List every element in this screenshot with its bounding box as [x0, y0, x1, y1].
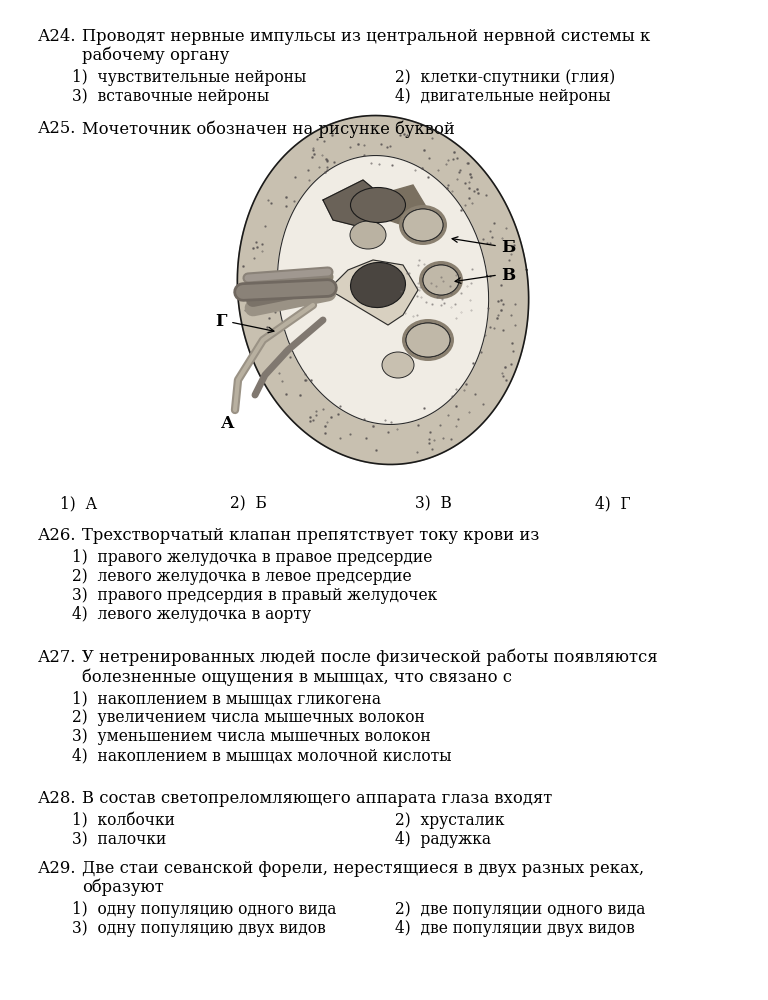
- Text: 3)  В: 3) В: [415, 495, 452, 512]
- Text: А26.: А26.: [38, 527, 77, 544]
- Text: рабочему органу: рабочему органу: [82, 47, 230, 64]
- Ellipse shape: [402, 319, 454, 361]
- Text: 2)  левого желудочка в левое предсердие: 2) левого желудочка в левое предсердие: [72, 568, 412, 585]
- Text: А28.: А28.: [38, 790, 77, 807]
- Text: Две стаи севанской форели, нерестящиеся в двух разных реках,: Две стаи севанской форели, нерестящиеся …: [82, 860, 644, 877]
- Text: 4)  радужка: 4) радужка: [395, 831, 491, 848]
- Ellipse shape: [403, 209, 443, 241]
- Text: 1)  накоплением в мышцах гликогена: 1) накоплением в мышцах гликогена: [72, 690, 381, 707]
- Text: Г: Г: [216, 314, 227, 330]
- Ellipse shape: [406, 323, 450, 357]
- Ellipse shape: [423, 265, 459, 295]
- Text: Мочеточник обозначен на рисунке буквой: Мочеточник обозначен на рисунке буквой: [82, 120, 455, 137]
- Ellipse shape: [423, 265, 459, 295]
- Text: образуют: образуют: [82, 879, 164, 896]
- Text: 1)  чувствительные нейроны: 1) чувствительные нейроны: [72, 69, 306, 86]
- Ellipse shape: [403, 209, 443, 241]
- Text: А27.: А27.: [38, 649, 76, 666]
- Ellipse shape: [382, 352, 414, 378]
- Text: Трехстворчатый клапан препятствует току крови из: Трехстворчатый клапан препятствует току …: [82, 527, 539, 544]
- Ellipse shape: [406, 323, 450, 357]
- Polygon shape: [277, 156, 488, 424]
- Text: 3)  палочки: 3) палочки: [72, 831, 167, 848]
- Text: 2)  увеличением числа мышечных волокон: 2) увеличением числа мышечных волокон: [72, 709, 425, 726]
- Text: болезненные ощущения в мышцах, что связано с: болезненные ощущения в мышцах, что связа…: [82, 668, 512, 686]
- Ellipse shape: [399, 205, 447, 245]
- Text: 2)  Б: 2) Б: [230, 495, 266, 512]
- Text: 4)  Г: 4) Г: [595, 495, 631, 512]
- Text: А24.: А24.: [38, 28, 77, 45]
- Text: 3)  одну популяцию двух видов: 3) одну популяцию двух видов: [72, 920, 326, 937]
- Polygon shape: [237, 116, 528, 464]
- Text: 1)  А: 1) А: [60, 495, 98, 512]
- Text: 4)  двигательные нейроны: 4) двигательные нейроны: [395, 88, 611, 105]
- Text: 3)  уменьшением числа мышечных волокон: 3) уменьшением числа мышечных волокон: [72, 728, 431, 745]
- Text: 1)  колбочки: 1) колбочки: [72, 812, 175, 829]
- Polygon shape: [373, 185, 428, 225]
- Text: 1)  правого желудочка в правое предсердие: 1) правого желудочка в правое предсердие: [72, 549, 432, 566]
- Text: А25.: А25.: [38, 120, 76, 137]
- Ellipse shape: [350, 262, 406, 308]
- Polygon shape: [328, 260, 418, 325]
- Text: 4)  левого желудочка в аорту: 4) левого желудочка в аорту: [72, 606, 311, 623]
- Text: 1)  одну популяцию одного вида: 1) одну популяцию одного вида: [72, 901, 336, 918]
- Text: 4)  накоплением в мышцах молочной кислоты: 4) накоплением в мышцах молочной кислоты: [72, 747, 452, 764]
- Ellipse shape: [350, 188, 406, 223]
- Text: А: А: [221, 415, 235, 432]
- Text: 3)  вставочные нейроны: 3) вставочные нейроны: [72, 88, 269, 105]
- Text: В состав светопреломляющего аппарата глаза входят: В состав светопреломляющего аппарата гла…: [82, 790, 552, 807]
- Ellipse shape: [419, 261, 463, 299]
- Text: В: В: [501, 266, 515, 284]
- Text: А29.: А29.: [38, 860, 77, 877]
- Text: 3)  правого предсердия в правый желудочек: 3) правого предсердия в правый желудочек: [72, 587, 437, 604]
- Text: 2)  клетки-спутники (глия): 2) клетки-спутники (глия): [395, 69, 615, 86]
- Text: 2)  хрусталик: 2) хрусталик: [395, 812, 505, 829]
- Text: Б: Б: [501, 239, 515, 256]
- Polygon shape: [323, 180, 393, 230]
- Text: 4)  две популяции двух видов: 4) две популяции двух видов: [395, 920, 634, 937]
- Ellipse shape: [350, 221, 386, 249]
- Text: У нетренированных людей после физической работы появляются: У нетренированных людей после физической…: [82, 649, 657, 666]
- Text: Проводят нервные импульсы из центральной нервной системы к: Проводят нервные импульсы из центральной…: [82, 28, 650, 45]
- Text: 2)  две популяции одного вида: 2) две популяции одного вида: [395, 901, 645, 918]
